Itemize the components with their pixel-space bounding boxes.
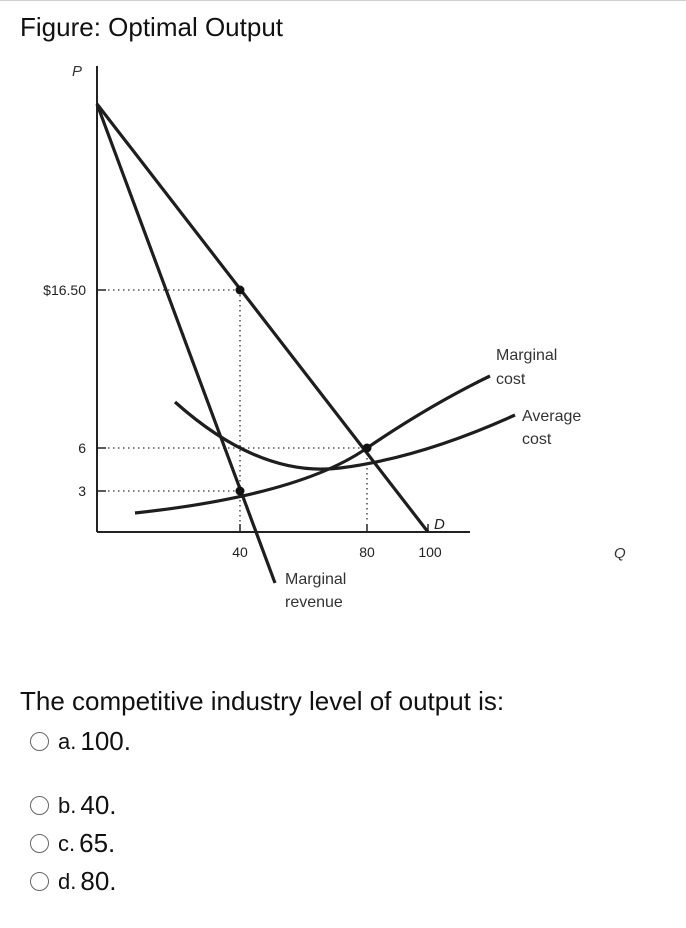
average-cost-curve bbox=[173, 400, 516, 471]
option-c-letter: c. bbox=[58, 830, 76, 856]
marginal-revenue-label-line2: revenue bbox=[285, 594, 343, 611]
option-d-value: 80. bbox=[80, 866, 117, 896]
option-d-letter: d. bbox=[58, 868, 77, 894]
top-divider bbox=[0, 0, 686, 1]
x-tick-label-100: 100 bbox=[418, 544, 442, 560]
option-c-value: 65. bbox=[79, 828, 116, 858]
demand-label: D bbox=[434, 516, 445, 533]
option-d[interactable]: d. 80. bbox=[30, 866, 117, 897]
radio-option-c[interactable] bbox=[30, 834, 49, 853]
average-cost-label-line2: cost bbox=[522, 431, 552, 448]
option-a[interactable]: a. 100. bbox=[30, 726, 131, 757]
x-tick-label-80: 80 bbox=[359, 544, 375, 560]
point-q40-p16.50 bbox=[235, 285, 245, 295]
radio-option-b[interactable] bbox=[30, 796, 49, 815]
option-b[interactable]: b. 40. bbox=[30, 790, 117, 821]
radio-option-a[interactable] bbox=[30, 732, 49, 751]
y-tick-label-16.50: $16.50 bbox=[43, 282, 86, 298]
radio-option-d[interactable] bbox=[30, 872, 49, 891]
y-tick-label-3: 3 bbox=[78, 483, 86, 499]
option-c[interactable]: c. 65. bbox=[30, 828, 115, 859]
x-axis-label: Q bbox=[614, 545, 626, 562]
question-text: The competitive industry level of output… bbox=[20, 686, 505, 716]
marginal-cost-curve bbox=[134, 374, 491, 515]
x-tick-label-40: 40 bbox=[232, 544, 248, 560]
optimal-output-chart: P Q $16.50 6 3 40 80 100 D Marginal cost… bbox=[43, 63, 626, 611]
option-a-value: 100. bbox=[80, 726, 131, 756]
option-b-letter: b. bbox=[58, 792, 77, 818]
y-axis-label: P bbox=[72, 63, 82, 80]
y-tick-label-6: 6 bbox=[78, 440, 86, 456]
marginal-cost-label-line2: cost bbox=[496, 371, 526, 388]
marginal-revenue-curve bbox=[95, 103, 277, 584]
option-a-letter: a. bbox=[58, 728, 77, 754]
demand-curve bbox=[95, 103, 430, 533]
figure-title: Figure: Optimal Output bbox=[20, 12, 283, 42]
point-q40-p3 bbox=[235, 486, 245, 496]
option-b-value: 40. bbox=[80, 790, 117, 820]
marginal-cost-label-line1: Marginal bbox=[496, 347, 557, 364]
point-q80-p6 bbox=[362, 443, 372, 453]
marginal-revenue-label-line1: Marginal bbox=[285, 571, 346, 588]
average-cost-label-line1: Average bbox=[522, 408, 581, 425]
